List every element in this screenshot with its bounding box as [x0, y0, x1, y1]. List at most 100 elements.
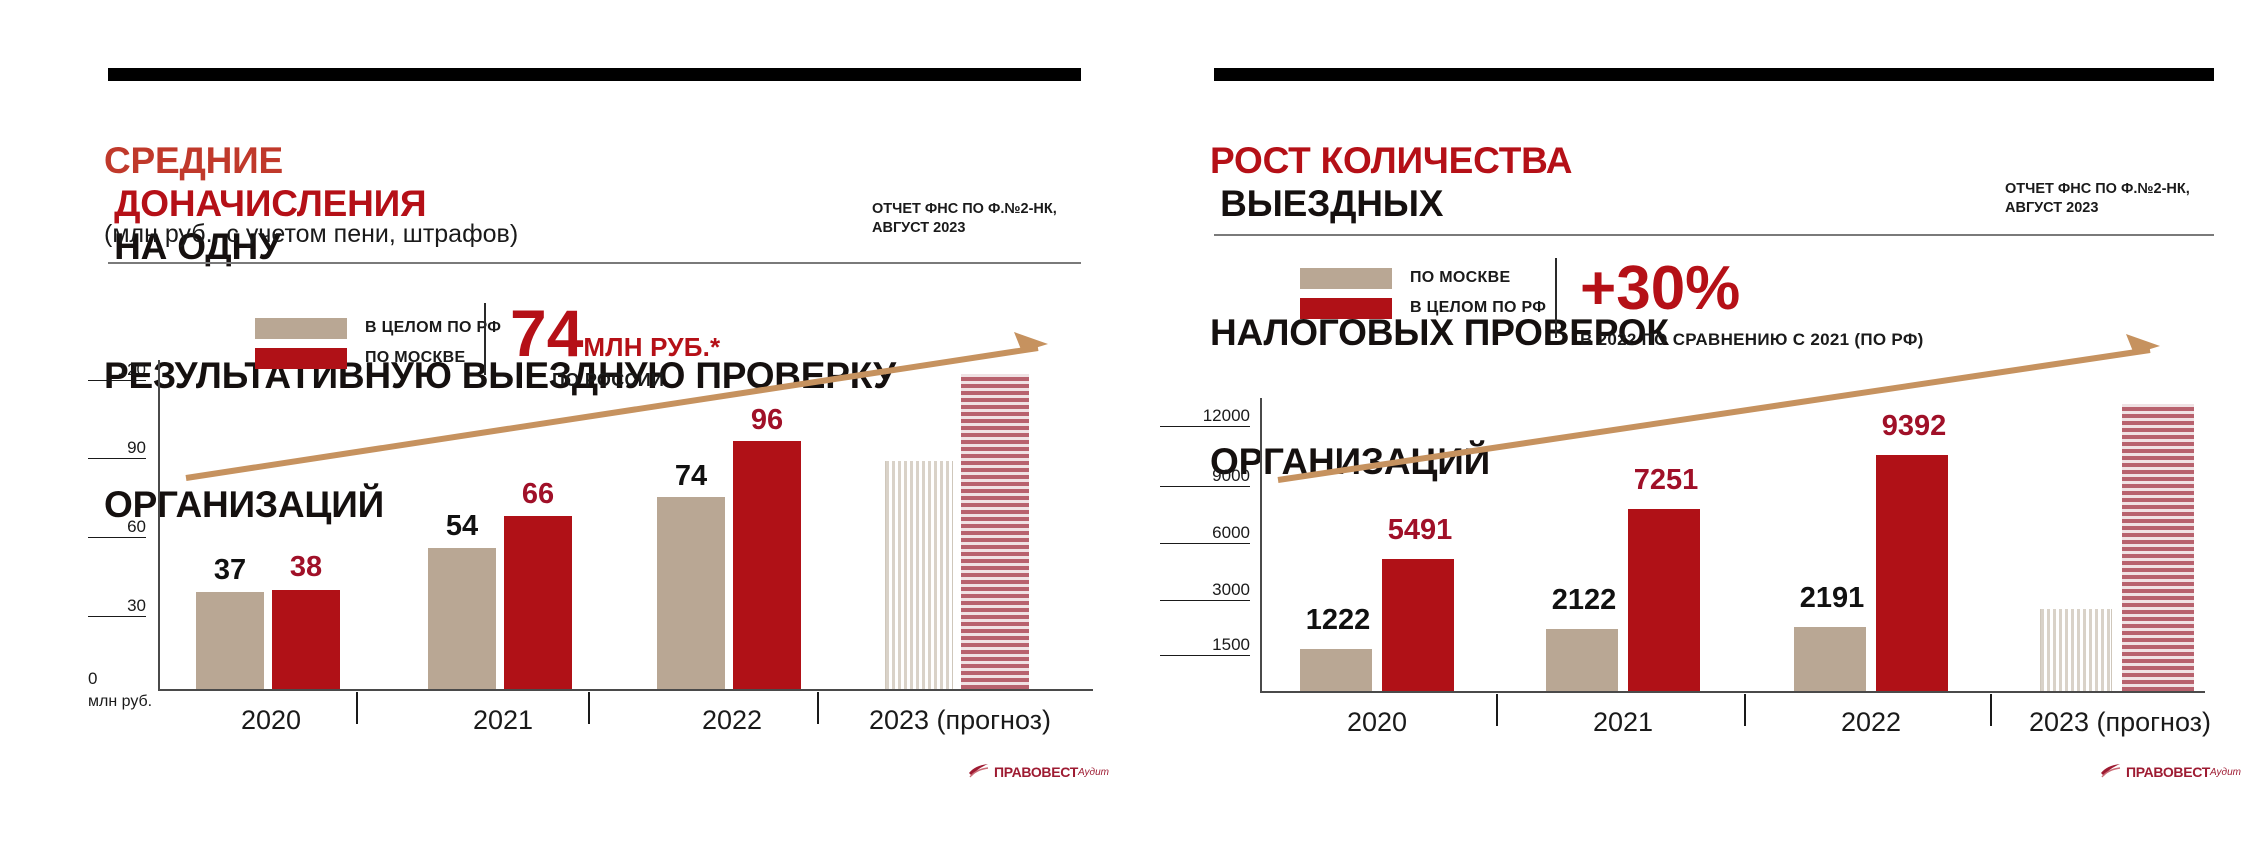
right-ytick-3000: 3000 [1160, 580, 1250, 601]
right-bar-2022-rf [1876, 455, 1948, 691]
left-logo: ПРАВОВЕСТ Аудит [968, 762, 1109, 782]
pravovest-logo-icon [969, 764, 989, 778]
left-title-word-donachisleniya: ДОНАЧИСЛЕНИЯ [114, 183, 427, 224]
right-barlabel-2020-rf: 5491 [1387, 514, 1453, 546]
left-highlight-caption: ПО РОССИИ [552, 370, 665, 390]
left-cat-label-2020: 2020 [240, 705, 302, 735]
right-cat-label-2020: 2020 [1346, 707, 1408, 737]
left-plot-area: 120 90 60 30 0 млн руб. 37 38 54 66 [88, 332, 1093, 735]
right-highlight-caption: В 2022 ПО СРАВНЕНИЮ С 2021 (ПО РФ) [1580, 330, 1924, 349]
legend-swatch-tan-icon [1300, 267, 1392, 289]
left-bar-2020-rf [196, 592, 264, 689]
right-header-divider [1214, 234, 2214, 236]
right-cat-label-2022: 2022 [1840, 707, 1902, 737]
right-barlabel-2022-rf: 9392 [1881, 410, 1947, 442]
left-source-note: ОТЧЕТ ФНС ПО Ф.№2-НК, АВГУСТ 2023 [872, 201, 1057, 236]
left-trend-arrow-icon [185, 332, 1048, 481]
left-legend-item-rf: В ЦЕЛОМ ПО РФ [255, 313, 501, 343]
legend-swatch-tan-icon [255, 317, 347, 339]
left-cat-tick-3 [817, 692, 819, 724]
header-accent-bar-right [1214, 68, 2214, 81]
panel-right-audit-growth: РОСТ КОЛИЧЕСТВА ВЫЕЗДНЫХ НАЛОГОВЫХ ПРОВЕ… [1160, 0, 2265, 844]
left-ytick-90: 90 [88, 438, 146, 459]
right-barlabel-2020-moscow: 1222 [1305, 604, 1371, 636]
right-logo-text: ПРАВОВЕСТ [2126, 764, 2210, 780]
right-title-line3: ОРГАНИЗАЦИЙ [1210, 441, 1491, 482]
right-legend-item-rf: В ЦЕЛОМ ПО РФ [1300, 293, 1546, 323]
legend-swatch-red-icon [255, 347, 347, 369]
legend-swatch-red-icon [1300, 297, 1392, 319]
right-logo: ПРАВОВЕСТ Аудит [2100, 762, 2241, 782]
left-legend-label-1: ПО МОСКВЕ [365, 349, 466, 366]
right-legend-label-0: ПО МОСКВЕ [1410, 269, 1511, 286]
right-bar-2023-moscow-forecast [2040, 609, 2112, 691]
right-ytick-12000: 12000 [1160, 406, 1250, 427]
right-cat-label-2023: 2023 (прогноз) [2028, 707, 2212, 737]
right-cat-tick-1 [1496, 694, 1498, 726]
left-bar-2020-moscow [272, 590, 340, 689]
right-y-axis [1260, 398, 1262, 692]
left-logo-sub: Аудит [1078, 766, 1109, 778]
right-title-word-vyezdnyh: ВЫЕЗДНЫХ [1220, 183, 1444, 224]
right-barlabel-2022-moscow: 2191 [1799, 582, 1865, 614]
right-cat-tick-2 [1744, 694, 1746, 726]
right-ytick-9000: 9000 [1160, 466, 1250, 487]
right-legend-label-1: В ЦЕЛОМ ПО РФ [1410, 299, 1547, 316]
right-title-word-rost: РОСТ КОЛИЧЕСТВА [1210, 140, 1573, 181]
left-ytick-120: 120 [88, 360, 146, 381]
left-chart-subtitle: (млн руб., с учетом пени, штрафов) [104, 220, 519, 248]
left-ytick-60: 60 [88, 517, 146, 538]
left-title-line3: ОРГАНИЗАЦИЙ [104, 484, 385, 525]
right-highlight-separator [1555, 258, 1557, 338]
right-ytick-1500: 1500 [1160, 635, 1250, 656]
right-logo-sub: Аудит [2210, 766, 2241, 778]
right-bar-2021-rf [1628, 509, 1700, 691]
left-barlabel-2022-rf: 74 [674, 460, 708, 492]
left-highlight-separator [484, 303, 486, 375]
right-legend: ПО МОСКВЕ В ЦЕЛОМ ПО РФ [1300, 263, 1546, 323]
left-bar-2022-rf [657, 497, 725, 689]
right-barlabel-2021-moscow: 2122 [1551, 584, 1617, 616]
right-trend-arrow-icon [1277, 334, 2160, 483]
left-highlight-number: 74 [510, 296, 584, 370]
right-bar-2020-moscow [1300, 649, 1372, 691]
right-chart-title: РОСТ КОЛИЧЕСТВА ВЫЕЗДНЫХ НАЛОГОВЫХ ПРОВЕ… [1210, 96, 2110, 483]
left-y-axis-unit: млн руб. [88, 693, 153, 710]
right-x-axis [1260, 691, 2205, 693]
panel-left-average-assessments: СРЕДНИЕ ДОНАЧИСЛЕНИЯ НА ОДНУ РЕЗУЛЬТАТИВ… [88, 68, 1109, 782]
left-ytick-30: 30 [88, 596, 146, 617]
pravovest-logo-icon [2101, 764, 2121, 778]
right-bar-2022-moscow [1794, 627, 1866, 691]
left-cat-tick-1 [356, 692, 358, 724]
left-header-divider [108, 262, 1081, 264]
left-title-word-srednie: СРЕДНИЕ [104, 140, 284, 181]
right-ytick-6000: 6000 [1160, 523, 1250, 544]
left-barlabel-2021-moscow: 66 [521, 478, 555, 510]
left-bar-2023-moscow-forecast [961, 374, 1029, 689]
left-bar-2021-rf [428, 548, 496, 689]
left-barlabel-2021-rf: 54 [445, 510, 479, 542]
right-legend-item-moscow: ПО МОСКВЕ [1300, 263, 1546, 293]
left-title-word-na-odnu: НА ОДНУ [114, 226, 281, 267]
left-highlight-value: 74МЛН РУБ.* [510, 300, 720, 366]
header-accent-bar-left [108, 68, 1081, 81]
right-bar-2023-rf-forecast [2122, 404, 2194, 691]
left-bar-2021-moscow [504, 516, 572, 689]
left-legend: В ЦЕЛОМ ПО РФ ПО МОСКВЕ [255, 313, 501, 373]
right-barlabel-2021-rf: 7251 [1633, 464, 1699, 496]
left-barlabel-2020-moscow: 38 [289, 551, 323, 583]
right-plot-area: 12000 9000 6000 3000 1500 1222 5491 2122… [1160, 0, 2265, 844]
left-barlabel-2020-rf: 37 [213, 554, 247, 586]
left-logo-text: ПРАВОВЕСТ [994, 764, 1078, 780]
left-x-axis [158, 689, 1093, 691]
left-y-axis [158, 360, 160, 690]
right-source-note: ОТЧЕТ ФНС ПО Ф.№2-НК, АВГУСТ 2023 [2005, 181, 2190, 216]
left-highlight-unit: МЛН РУБ.* [583, 332, 721, 362]
right-highlight-value: +30% [1580, 254, 1741, 323]
left-cat-tick-2 [588, 692, 590, 724]
right-cat-tick-3 [1990, 694, 1992, 726]
left-cat-label-2023: 2023 (прогноз) [868, 705, 1052, 735]
right-title-line2: НАЛОГОВЫХ ПРОВЕРОК [1210, 312, 1669, 353]
left-legend-item-moscow: ПО МОСКВЕ [255, 343, 501, 373]
